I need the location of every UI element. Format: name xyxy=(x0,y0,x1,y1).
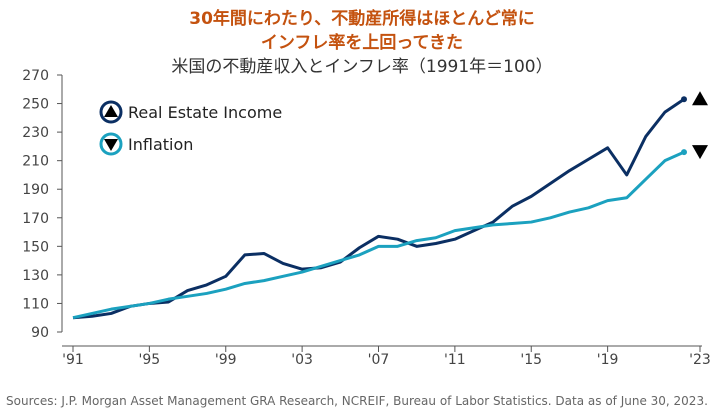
legend-triangle-down-icon xyxy=(104,139,118,151)
legend-label: Inflation xyxy=(128,135,193,154)
y-tick-label: 190 xyxy=(22,182,49,198)
y-tick-label: 170 xyxy=(22,211,49,227)
x-tick-label: '11 xyxy=(444,352,466,368)
y-tick-label: 210 xyxy=(22,154,49,170)
y-tick-label: 130 xyxy=(22,268,49,284)
series-line-real-estate-income xyxy=(72,98,685,320)
x-tick-label: '91 xyxy=(62,352,84,368)
legend-label: Real Estate Income xyxy=(128,103,282,122)
series-end-point xyxy=(681,96,687,103)
x-tick-label: '95 xyxy=(139,352,161,368)
series-line-inflation xyxy=(72,150,685,320)
triangle-down-icon xyxy=(692,145,708,160)
legend-triangle-up-icon xyxy=(104,105,118,117)
x-tick-label: '15 xyxy=(520,352,542,368)
x-tick-label: '23 xyxy=(689,352,711,368)
y-tick-label: 150 xyxy=(22,239,49,255)
y-tick-label: 110 xyxy=(22,296,49,312)
x-tick-label: '03 xyxy=(291,352,313,368)
y-tick-label: 90 xyxy=(31,325,49,341)
x-tick-label: '99 xyxy=(215,352,237,368)
source-note: Sources: J.P. Morgan Asset Management GR… xyxy=(6,394,708,408)
x-tick-label: '07 xyxy=(368,352,390,368)
y-tick-label: 270 xyxy=(22,68,49,84)
y-tick-label: 230 xyxy=(22,125,49,141)
chart-title-line2: インフレ率を上回ってきた xyxy=(260,33,464,53)
chart-title-line1: 30年間にわたり、不動産所得はほとんど常に xyxy=(189,9,535,29)
y-tick-label: 250 xyxy=(22,97,49,113)
series-end-point xyxy=(681,149,687,156)
triangle-up-icon xyxy=(692,91,708,106)
x-tick-label: '19 xyxy=(597,352,619,368)
chart-subtitle: 米国の不動産収入とインフレ率（1991年＝100） xyxy=(171,57,553,77)
